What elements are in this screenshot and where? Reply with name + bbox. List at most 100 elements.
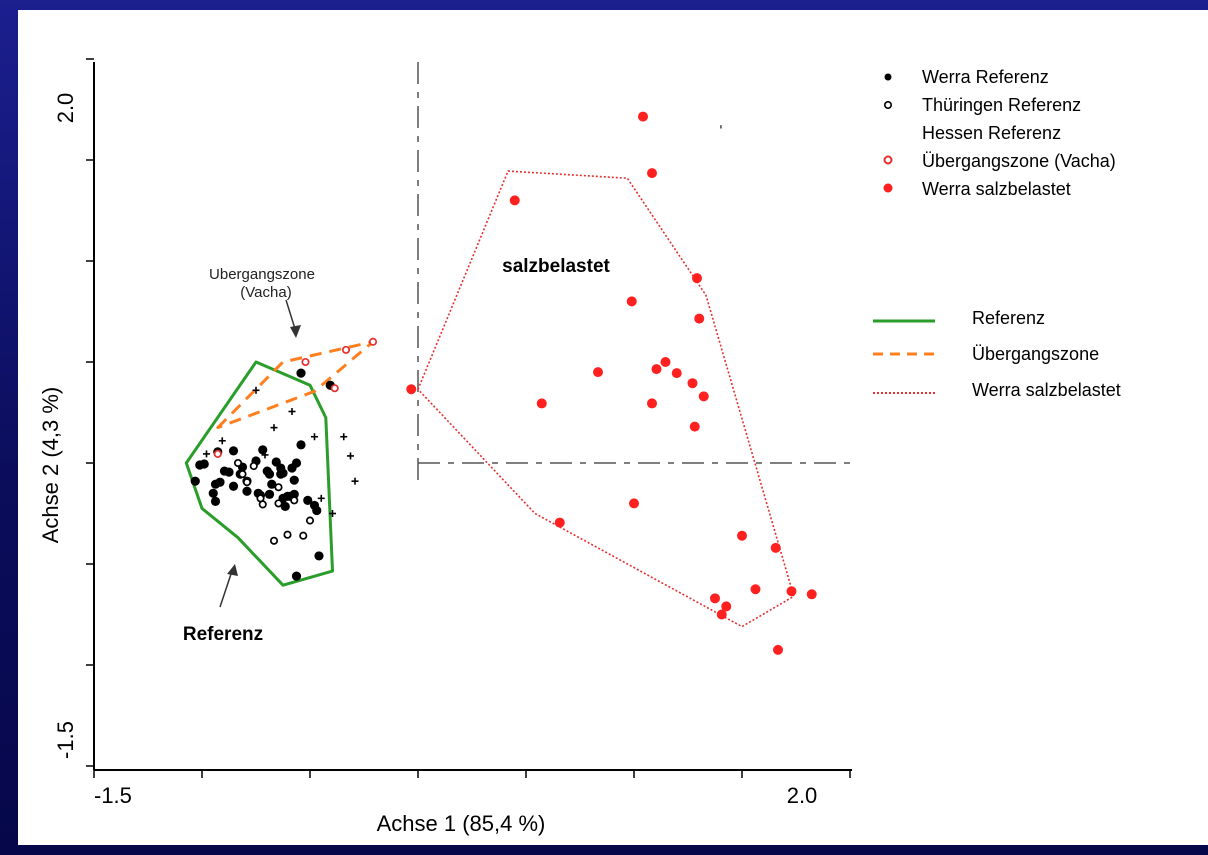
point-werra-salzbelastet <box>770 542 781 553</box>
x-tick-label-max: 2.0 <box>787 783 818 808</box>
point-werra-salzbelastet <box>721 601 732 612</box>
legend-marker-uebergangszone <box>883 155 893 165</box>
point-werra-referenz <box>224 467 234 477</box>
point-th-ringen-referenz <box>274 483 283 492</box>
point-th-ringen-referenz <box>249 461 258 471</box>
point-werra-referenz <box>291 571 302 581</box>
point-werra-salzbelastet <box>687 378 698 389</box>
point--bergangszone-vacha- <box>341 345 351 354</box>
point-th-ringen-referenz <box>305 516 315 525</box>
stray-mark: ˈ <box>718 123 725 145</box>
point-hessen-referenz <box>347 452 354 460</box>
point-werra-referenz <box>264 469 275 479</box>
annotation-referenz-arrowhead <box>227 564 238 576</box>
point-werra-referenz <box>271 457 281 467</box>
annotation-referenz-arrow <box>219 570 233 608</box>
point-werra-referenz <box>278 468 288 478</box>
point-werra-salzbelastet <box>694 313 705 324</box>
point-werra-referenz <box>228 446 239 456</box>
y-tick-label-max: 2.0 <box>53 93 78 124</box>
point-werra-salzbelastet <box>660 357 671 367</box>
point-werra-referenz <box>312 505 322 516</box>
point-werra-salzbelastet <box>737 530 747 541</box>
point-th-ringen-referenz <box>290 496 299 505</box>
point-werra-salzbelastet <box>698 391 709 402</box>
point-werra-salzbelastet <box>710 593 720 604</box>
point-werra-salzbelastet <box>554 517 565 528</box>
point-werra-salzbelastet <box>629 498 639 509</box>
point-werra-referenz <box>296 440 306 450</box>
point-werra-referenz <box>267 479 277 489</box>
point-hessen-referenz <box>351 477 359 485</box>
legend-line-label-referenz: Referenz <box>972 308 1045 328</box>
marker-legend: Werra Referenz Thüringen Referenz Hessen… <box>883 67 1116 199</box>
point-werra-referenz <box>210 496 221 506</box>
annotation-uebergangszone-line1: Ubergangszone <box>209 266 315 283</box>
point-werra-salzbelastet <box>638 111 648 122</box>
point-werra-referenz <box>264 489 275 499</box>
line-legend: Referenz Übergangszone Werra salzbelaste… <box>873 308 1121 400</box>
point-hessen-referenz <box>340 433 348 441</box>
annotation-uebergangszone-arrowhead <box>290 325 301 338</box>
annotation-referenz: Referenz <box>183 624 263 645</box>
point-werra-salzbelastet <box>626 296 637 307</box>
legend-marker-thueringen-referenz <box>883 101 892 110</box>
point--bergangszone-vacha- <box>330 384 339 393</box>
legend-line-label-uebergangszone: Übergangszone <box>972 344 1099 364</box>
point-th-ringen-referenz <box>258 500 267 509</box>
hull-referenz <box>184 360 334 587</box>
point-werra-referenz <box>208 488 218 498</box>
point-hessen-referenz <box>329 510 336 517</box>
point-werra-salzbelastet <box>593 367 603 378</box>
ordination-chart: -1.5 2.0 2.0 -1.5 Achse 1 (85,4 %) Achse… <box>38 58 1121 836</box>
point-hessen-referenz <box>218 437 226 445</box>
point-th-ringen-referenz <box>274 499 283 508</box>
point-hessen-referenz <box>288 407 296 415</box>
point-th-ringen-referenz <box>238 470 247 479</box>
point--bergangszone-vacha- <box>301 357 310 367</box>
chart-panel: -1.5 2.0 2.0 -1.5 Achse 1 (85,4 %) Achse… <box>18 10 1208 845</box>
point-werra-referenz <box>258 445 268 455</box>
point-werra-salzbelastet <box>509 195 520 206</box>
point--bergangszone-vacha- <box>213 449 222 458</box>
point-th-ringen-referenz <box>299 531 308 540</box>
point-werra-salzbelastet <box>671 368 682 379</box>
point-hessen-referenz <box>270 424 278 432</box>
point-werra-salzbelastet <box>773 644 783 655</box>
y-tick-label-min: -1.5 <box>53 721 78 759</box>
annotation-salzbelastet: salzbelastet <box>502 256 610 277</box>
points-layer <box>190 111 817 655</box>
point-th-ringen-referenz <box>269 536 279 545</box>
point-hessen-referenz <box>311 433 318 441</box>
legend-line-label-werra-salzbelastet: Werra salzbelastet <box>972 380 1121 400</box>
point-werra-referenz <box>287 463 297 473</box>
point-werra-referenz <box>228 481 239 491</box>
legend-label-werra-salzbelastet: Werra salzbelastet <box>922 179 1071 199</box>
point-th-ringen-referenz <box>283 530 292 539</box>
point-werra-salzbelastet <box>536 398 547 409</box>
point-werra-salzbelastet <box>806 589 817 600</box>
point-werra-referenz <box>242 486 252 496</box>
point-werra-salzbelastet <box>647 398 657 409</box>
point-werra-referenz <box>303 495 313 505</box>
point-werra-salzbelastet <box>651 364 662 375</box>
point-th-ringen-referenz <box>242 478 252 487</box>
x-axis-title: Achse 1 (85,4 %) <box>377 811 546 836</box>
point-werra-salzbelastet <box>786 586 797 597</box>
point-werra-salzbelastet <box>750 584 761 595</box>
point-hessen-referenz <box>261 451 269 459</box>
y-axis-title: Achse 2 (4,3 %) <box>38 387 63 544</box>
point-werra-referenz <box>289 475 299 485</box>
point-werra-salzbelastet <box>689 421 700 432</box>
point-hessen-referenz <box>317 494 325 502</box>
point-werra-referenz <box>215 477 225 487</box>
point--bergangszone-vacha- <box>368 337 378 346</box>
point-hessen-referenz <box>252 386 260 394</box>
point-werra-referenz <box>296 368 306 378</box>
point-werra-referenz <box>190 476 200 486</box>
annotation-uebergangszone-line2: (Vacha) <box>240 284 291 301</box>
point-werra-salzbelastet <box>716 609 727 620</box>
legend-marker-werra-referenz <box>884 73 892 81</box>
point-werra-referenz <box>314 551 324 561</box>
